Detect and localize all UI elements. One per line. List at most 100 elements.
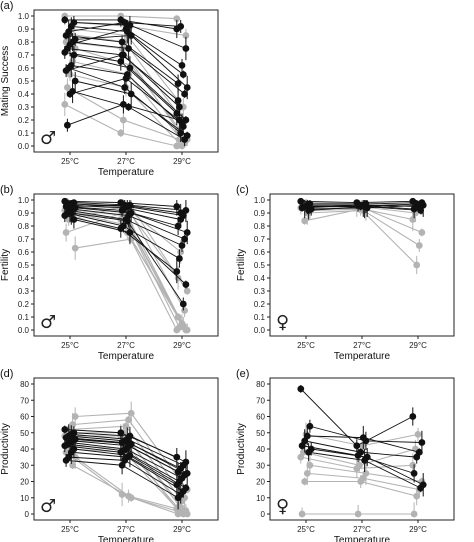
- y-tick-label: 0.8: [254, 222, 266, 231]
- series-dark: [70, 16, 190, 61]
- series-dark: [301, 429, 421, 464]
- data-point: [417, 207, 424, 214]
- sex-symbol: ♀: [276, 496, 289, 517]
- data-point: [305, 207, 312, 214]
- series-light: [301, 202, 421, 275]
- panel-a: 0.0 0.1 0.2 0.3 0.4 0.5 0.6 0.7 0.8 0.9 1.0 25°C 27°…: [0, 0, 219, 178]
- y-tick-label: 0.8: [18, 222, 30, 231]
- data-point: [66, 90, 74, 98]
- x-tick-label: 29°C: [409, 525, 427, 534]
- data-point: [118, 51, 126, 59]
- data-point: [410, 469, 418, 477]
- data-point: [61, 49, 69, 56]
- data-point: [298, 204, 306, 212]
- data-point: [173, 203, 181, 210]
- y-axis-title: Fertility: [236, 249, 247, 281]
- y-tick-label: 30: [256, 461, 265, 470]
- series-dark: [61, 197, 181, 216]
- data-point: [409, 216, 417, 223]
- y-tick-label: 0.1: [254, 313, 266, 322]
- y-tick-label: 0.5: [18, 261, 30, 270]
- data-point: [64, 121, 71, 129]
- series-light: [297, 450, 417, 478]
- data-point: [182, 207, 190, 214]
- series-dark: [70, 45, 190, 124]
- data-point: [71, 413, 79, 420]
- y-tick-label: 0.6: [254, 248, 266, 257]
- data-point: [176, 255, 183, 262]
- x-tick-label: 25°C: [297, 525, 315, 534]
- data-point: [181, 507, 189, 515]
- series-light: [301, 475, 421, 506]
- data-point: [183, 84, 191, 91]
- series-dark: [305, 200, 424, 220]
- y-tick-label: 1.0: [18, 196, 30, 205]
- data-point: [181, 307, 189, 314]
- x-tick-label: 29°C: [173, 157, 191, 166]
- data-point: [414, 430, 422, 438]
- panel-b: 0.0 0.1 0.2 0.3 0.4 0.5 0.6 0.7 0.8 0.9 1.0 25°C 27°…: [0, 184, 219, 362]
- y-tick-label: 0.4: [18, 274, 30, 283]
- series-dark: [62, 453, 182, 510]
- data-point: [182, 45, 190, 52]
- series-dark: [71, 71, 191, 140]
- y-tick-label: 0.3: [18, 103, 30, 112]
- series-light: [61, 92, 181, 150]
- data-point: [359, 434, 367, 442]
- data-point: [413, 453, 421, 461]
- x-tick-label: 27°C: [353, 341, 371, 350]
- panel-label: (c): [236, 184, 249, 196]
- x-tick-label: 27°C: [117, 341, 135, 350]
- data-point: [125, 416, 132, 424]
- y-tick-label: 60: [20, 413, 29, 422]
- series-dark: [69, 32, 189, 98]
- y-tick-label: 0: [25, 510, 30, 519]
- data-point: [181, 90, 189, 98]
- x-axis-title: Temperature: [98, 535, 155, 542]
- x-tick-label: 27°C: [353, 525, 371, 534]
- y-tick-label: 0.5: [254, 261, 266, 270]
- series-dark: [64, 95, 183, 132]
- data-point: [297, 197, 305, 205]
- y-tick-label: 80: [256, 380, 265, 389]
- y-tick-label: 10: [20, 494, 29, 503]
- data-point: [306, 461, 314, 469]
- x-tick-label: 25°C: [61, 525, 79, 534]
- data-point: [67, 209, 75, 217]
- data-point: [125, 45, 132, 52]
- data-point: [409, 461, 417, 469]
- data-point: [297, 453, 305, 461]
- y-tick-label: 0.4: [254, 274, 266, 283]
- data-point: [117, 129, 125, 137]
- x-tick-label: 29°C: [173, 525, 191, 534]
- panel-c: 0.0 0.1 0.2 0.3 0.4 0.5 0.6 0.7 0.8 0.9 1.0 25°C 27°…: [236, 184, 455, 362]
- data-point: [297, 385, 305, 393]
- data-point: [182, 281, 190, 288]
- data-point: [413, 492, 421, 500]
- x-tick-label: 25°C: [61, 341, 79, 350]
- y-tick-label: 80: [20, 380, 29, 389]
- y-tick-label: 0.4: [18, 90, 30, 99]
- y-tick-label: 0.1: [18, 313, 30, 322]
- data-point: [183, 229, 191, 236]
- data-point: [117, 58, 125, 65]
- series-dark: [65, 18, 185, 44]
- data-point: [62, 32, 70, 39]
- panel-label: (d): [0, 368, 13, 380]
- y-tick-label: 0.7: [18, 51, 30, 60]
- y-axis-title: Fertility: [0, 249, 11, 281]
- data-point: [418, 439, 426, 446]
- y-tick-label: 0.2: [254, 300, 266, 309]
- y-tick-label: 0.6: [18, 64, 30, 73]
- y-tick-label: 0.2: [18, 300, 30, 309]
- y-tick-label: 0.3: [254, 287, 266, 296]
- y-axis-title: Productivity: [236, 423, 247, 475]
- y-tick-label: 30: [20, 461, 29, 470]
- data-point: [62, 67, 70, 74]
- data-point: [303, 469, 311, 477]
- data-point: [62, 229, 70, 236]
- data-point: [127, 90, 135, 98]
- data-point: [61, 426, 69, 433]
- x-tick-label: 29°C: [173, 341, 191, 350]
- x-axis-title: Temperature: [98, 167, 155, 178]
